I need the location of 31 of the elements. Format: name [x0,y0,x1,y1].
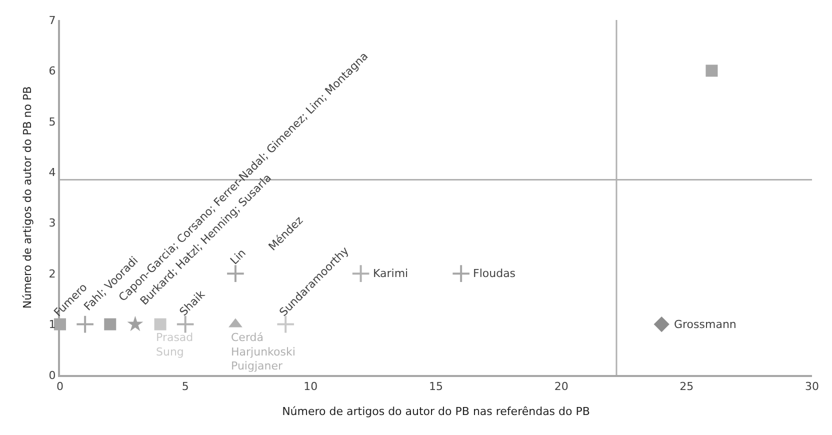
y-tick-label: 0 [48,368,56,382]
x-tick-label: 10 [304,380,318,394]
point [76,314,94,334]
point [226,264,245,283]
point [104,318,116,330]
x-tick-label: 25 [680,380,694,394]
x-tick-label: 15 [429,380,443,394]
point [351,264,370,283]
y-tick-label: 5 [48,115,56,128]
series-label: Karimi [373,267,408,280]
point [154,318,166,330]
point [452,264,470,283]
y-tick-label: 3 [48,216,56,230]
y-tick-label: 6 [48,64,56,78]
text: Lin [228,246,248,268]
y-axis-title: Número de artigos do autor do PB no PB [20,86,34,309]
y-tick-label: 4 [48,166,56,179]
x-axis-title: Número de artigos do autor do PB nas referêndas do PB [282,404,590,418]
series-label: Grossmann [674,318,736,331]
x-tick-label: 20 [554,380,568,394]
y-tick-label: 2 [48,267,56,280]
point [127,316,144,332]
point [276,314,295,334]
x-tick-label: 30 [805,380,819,394]
point [654,316,670,332]
series-label: Floudas [473,267,516,280]
y-tick-label: 7 [48,14,56,27]
x-tick-label: 5 [182,380,189,394]
point [706,64,718,77]
y-tick-label: 1 [48,318,56,332]
series-label: Cerdá Harjunkoski Puigjaner [231,331,296,373]
